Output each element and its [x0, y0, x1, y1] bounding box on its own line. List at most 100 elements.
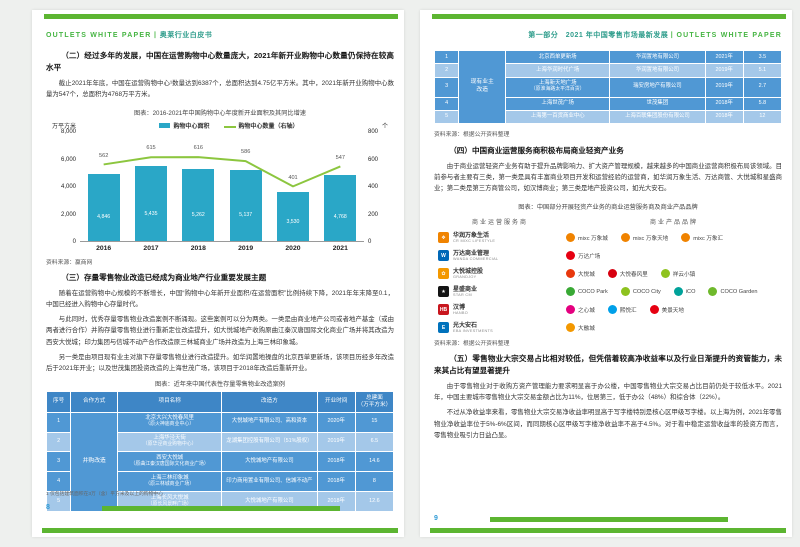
- bar-slot: 5,435: [127, 132, 174, 241]
- bar-value-label: 4,846: [97, 213, 111, 220]
- operator-subtitle: CR MIXC LIFESTYLE: [453, 239, 496, 244]
- table-row: 4 上海三林印象城 （原三林城商业广场） 印力商用置业有限公司、信城不动产 2018年 8: [45, 471, 395, 493]
- operator-subtitle: EBA INVESTMENTS: [453, 329, 493, 334]
- cell-project-name: 上海三林印象城 （原三林城商业广场）: [117, 471, 223, 493]
- cell-index: 3: [433, 76, 460, 98]
- cell-index: 2: [433, 63, 460, 78]
- chart-bar-2016: 4,846: [87, 174, 120, 241]
- brand-logo-icon: [660, 269, 670, 279]
- brand-grid-row: ❖ 华润万象生活 CR MIXC LIFESTYLE mixc 万象城 mixc 万象天…: [438, 232, 778, 244]
- brand-logo-icon: [566, 269, 575, 279]
- y-tick-right: 800: [368, 129, 379, 136]
- section-4-body: 由于商业运营轻资产业务有助于提升品牌影响力、扩大资产管理规模，越来越多的中国商业…: [434, 162, 782, 193]
- cell-renovator: 华润置地有限公司: [609, 49, 706, 65]
- line-point-label: 401: [288, 174, 298, 181]
- cell-opening-time: 2018年: [316, 471, 356, 493]
- table-row: 3 西安大悦城 （原曲江秦汉唐国际文化商业广场） 大悦城地产有限公司 2018年 14.6: [45, 451, 395, 473]
- section-3-title: （三）存量零售物业改造已经成为商业地产行业重要发展主题: [61, 272, 267, 282]
- section-2-body: 截止2021年年底，中国在运营购物中心¹数量达到6387个，总面积达到4.75亿…: [46, 79, 394, 98]
- cell-renovator: 龙湖集团控股有限公司（51%股权）: [221, 431, 318, 453]
- footer-green-bar: [490, 517, 728, 522]
- cell-gfa: 14.6: [354, 451, 395, 473]
- bar-value-label: 5,435: [144, 211, 158, 218]
- col-brands-label: 商业产品品牌: [649, 220, 698, 227]
- brand-name: mixc 万象天地: [632, 235, 669, 242]
- brand-list: mixc 万象城 mixc 万象天地 mixc 万象汇: [566, 233, 778, 243]
- brand-logo: mixc 万象天地: [620, 233, 669, 243]
- brand-logo: 大悦城: [566, 269, 595, 279]
- running-header-right: 第一部分 2021 年中国零售市场最新发展丨OUTLETS WHITE PAPE…: [528, 32, 782, 39]
- y-tick-right: 0: [368, 239, 372, 246]
- bar-swatch-icon: [159, 122, 171, 128]
- brand-logo: 熙悦汇: [607, 305, 637, 315]
- header-en: OUTLETS WHITE PAPER: [46, 32, 152, 39]
- brand-name: 万达广场: [578, 253, 601, 260]
- brand-logo-icon: [566, 287, 575, 297]
- brand-logo-icon: [620, 233, 630, 243]
- brand-logo: COCO Park: [566, 287, 608, 297]
- count-line: [80, 132, 364, 241]
- y-tick-left: 2,000: [60, 211, 76, 218]
- left-axis-unit: 万平方米: [52, 123, 77, 130]
- brand-grid-row: W 万达商业管理 WANDA COMMERCIAL 万达广场: [438, 250, 778, 262]
- y-tick-left: 6,000: [60, 156, 76, 163]
- line-swatch-icon: [223, 125, 236, 128]
- cell-renovator: 上海百联集团股份有限公司: [609, 109, 706, 125]
- y-tick-right: 600: [368, 156, 379, 163]
- brand-logo: iCO: [673, 287, 695, 297]
- brand-name: 祥云小镇: [672, 271, 696, 278]
- operator-subtitle: GRANDJOY: [453, 275, 477, 280]
- column-header: 项目名称: [117, 391, 223, 413]
- cell-project-name: 西安大悦城 （原曲江秦汉唐国际文化商业广场）: [117, 451, 223, 473]
- x-tick: 2016: [96, 244, 112, 252]
- brand-logo-icon: [681, 233, 691, 243]
- column-header: 改造方: [221, 391, 318, 413]
- table-row: 1 现有业主 改造 北京西单更新场 华润置地有限公司 2021年 3.5: [433, 49, 783, 125]
- cell-opening-time: 2021年: [704, 49, 744, 65]
- brand-logo-grid: ❖ 华润万象生活 CR MIXC LIFESTYLE mixc 万象城 mixc 万象天…: [434, 232, 782, 334]
- cell-cooperation-mode: 现有业主 改造: [458, 49, 507, 125]
- cell-index: 1: [45, 411, 72, 433]
- brand-grid-row: ✿ 大悦城控股 GRANDJOY 大悦城 大悦春风里 祥云小镇: [438, 268, 778, 280]
- bar-slots: 4,846 5,435 5,262 5,137 3,530 4,768: [80, 132, 364, 241]
- table-header-row: 序号 合作方式 项目名称 改造方 开业时间 总建面 （万平方米）: [45, 391, 395, 413]
- cell-opening-time: 2020年: [316, 411, 356, 433]
- line-point-label: 586: [240, 149, 251, 156]
- cell-gfa: 15: [354, 411, 395, 433]
- y-tick-left: 0: [72, 239, 76, 246]
- renovation-cases-table: 序号 合作方式 项目名称 改造方 开业时间 总建面 （万平方米） 1 并购改造 北京大兴大悦春风里…: [45, 391, 395, 513]
- operator-name: 汉博: [453, 304, 466, 311]
- cell-opening-time: 2019年: [316, 431, 356, 453]
- brand-logo: 之心城: [566, 305, 595, 315]
- page-footer-left: 8: [46, 504, 396, 511]
- brand-grid-row: ★ 星盛商业 STAR CM COCO Park COCO City iCO COCO Ga…: [438, 286, 778, 298]
- column-header: 总建面 （万平方米）: [354, 391, 395, 413]
- column-header: 序号: [45, 391, 72, 413]
- brand-logo-icon: [673, 287, 683, 297]
- cell-index: 4: [45, 471, 72, 493]
- cell-gfa: 8: [354, 471, 395, 493]
- cell-cooperation-mode: 并购改造: [70, 411, 119, 513]
- brand-list: 大融城: [566, 323, 778, 333]
- operator-name: 星盛商业: [453, 286, 478, 293]
- brand-logo-icon: [566, 323, 575, 333]
- chart-legend: 购物中心面积 购物中心数量（右轴）: [76, 121, 382, 130]
- x-tick: 2017: [143, 244, 159, 252]
- operator-logo: E 光大安石 EBA INVESTMENTS: [438, 322, 566, 334]
- cell-opening-time: 2018年: [704, 96, 744, 111]
- operator-logo: ✿ 大悦城控股 GRANDJOY: [438, 268, 566, 280]
- brand-list: COCO Park COCO City iCO COCO Garden: [566, 287, 778, 297]
- operator-logo-icon: ★: [438, 286, 449, 298]
- section-3-p2: 与此同时，优秀存量零售物业改造案例不断涌现。这些案例可以分为两类。一类是由商业地…: [46, 316, 394, 346]
- brand-logo-icon: [566, 305, 575, 315]
- operator-name: 光大安石: [453, 322, 478, 329]
- operator-subtitle: HANBO: [453, 311, 469, 316]
- cell-project-name: 上海第一百货商业中心: [505, 109, 611, 125]
- operator-logo-icon: ✿: [438, 268, 449, 280]
- cell-gfa: 3.5: [742, 49, 783, 65]
- brand-logo-icon: [620, 287, 630, 297]
- brand-logo: COCO City: [620, 287, 661, 297]
- bar-slot: 4,768: [317, 132, 364, 241]
- page-right: 第一部分 2021 年中国零售市场最新发展丨OUTLETS WHITE PAPE…: [420, 10, 792, 537]
- chart-bar-2018: 5,262: [182, 168, 215, 241]
